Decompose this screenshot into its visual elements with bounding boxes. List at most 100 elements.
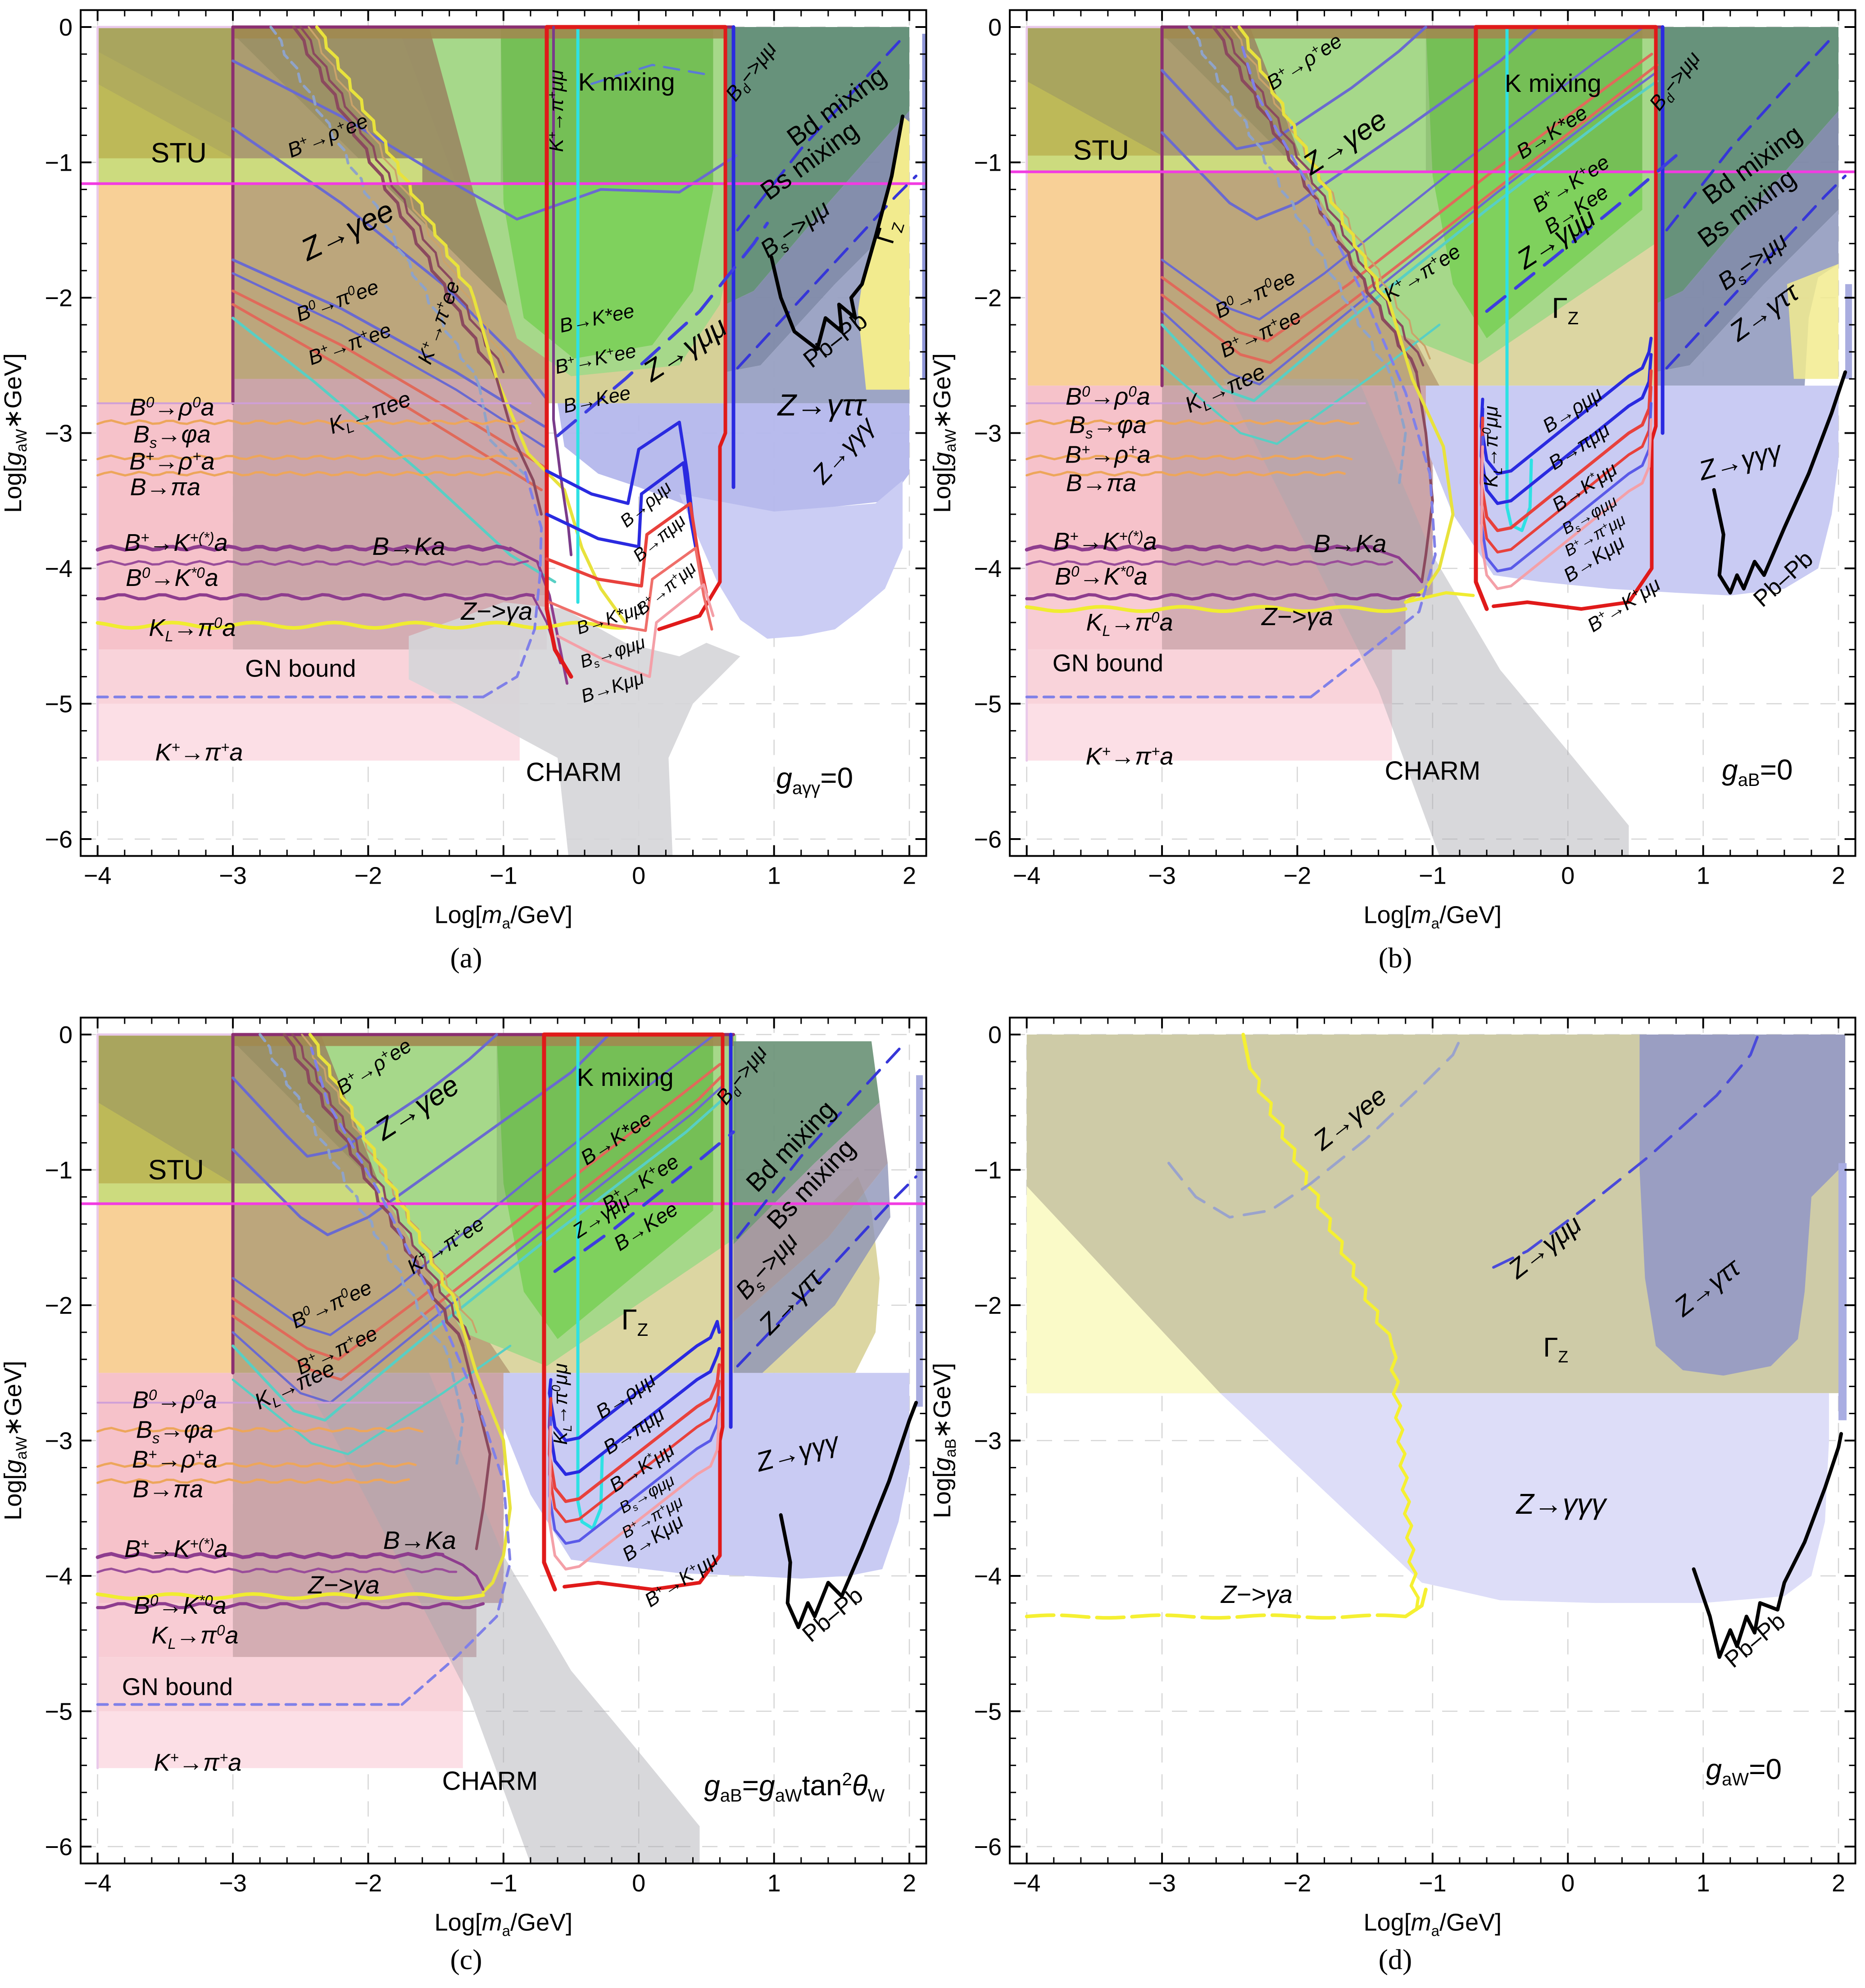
svg-text:STU: STU — [151, 138, 207, 169]
svg-text:−4: −4 — [84, 862, 112, 890]
svg-text:gaW​=0: gaW​=0 — [1706, 1753, 1782, 1789]
svg-text:B+​→K+(*)​a: B+​→K+(*)​a — [124, 1535, 227, 1562]
svg-text:−5: −5 — [974, 1698, 1002, 1725]
svg-text:−1: −1 — [974, 1157, 1002, 1184]
svg-text:−3: −3 — [45, 1428, 73, 1455]
svg-text:−5: −5 — [974, 691, 1002, 718]
svg-text:0: 0 — [59, 14, 73, 41]
svg-text:B→πa: B→πa — [130, 474, 200, 501]
svg-text:GN bound: GN bound — [245, 655, 356, 682]
svg-text:B0​→ρ0​a: B0​→ρ0​a — [1066, 383, 1150, 410]
svg-text:0: 0 — [1561, 862, 1575, 890]
svg-text:−3: −3 — [974, 420, 1002, 447]
svg-text:B0​→K*0​a: B0​→K*0​a — [1055, 563, 1148, 590]
svg-text:GN bound: GN bound — [1053, 649, 1163, 676]
svg-text:−1: −1 — [45, 150, 73, 177]
svg-text:KL​→π0​a: KL​→π0​a — [1086, 609, 1173, 639]
svg-text:−4: −4 — [1013, 1870, 1041, 1897]
svg-text:−3: −3 — [1148, 862, 1176, 890]
svg-text:−3: −3 — [974, 1428, 1002, 1455]
svg-text:1: 1 — [1697, 862, 1710, 890]
svg-text:K+​→π+​a: K+​→π+​a — [1086, 743, 1174, 770]
svg-text:−6: −6 — [974, 826, 1002, 853]
svg-text:KL​→π0​μμ: KL​→π0​μμ — [1480, 406, 1505, 487]
svg-text:−1: −1 — [490, 862, 517, 890]
svg-text:−2: −2 — [1284, 862, 1311, 890]
svg-text:0: 0 — [632, 862, 645, 890]
svg-text:−3: −3 — [219, 862, 247, 890]
svg-text:K+​→π+​a: K+​→π+​a — [154, 1749, 242, 1776]
svg-text:1: 1 — [767, 1870, 781, 1897]
svg-text:−5: −5 — [45, 1698, 73, 1725]
svg-text:−2: −2 — [1284, 1870, 1311, 1897]
svg-text:−3: −3 — [1148, 1870, 1176, 1897]
svg-text:Z−>γa: Z−>γa — [1220, 1580, 1293, 1608]
svg-text:1: 1 — [1697, 1870, 1710, 1897]
svg-text:2: 2 — [1832, 862, 1845, 890]
svg-text:K mixing: K mixing — [577, 1063, 674, 1091]
svg-text:Bs​→φa: Bs​→φa — [1069, 412, 1147, 442]
svg-text:−1: −1 — [1419, 1870, 1447, 1897]
svg-text:−6: −6 — [974, 1834, 1002, 1861]
svg-text:K mixing: K mixing — [1505, 69, 1602, 97]
svg-text:2: 2 — [1832, 1870, 1845, 1897]
svg-text:−4: −4 — [974, 1563, 1002, 1590]
svg-text:−3: −3 — [45, 420, 73, 447]
svg-text:−2: −2 — [974, 285, 1002, 312]
svg-text:−4: −4 — [45, 1563, 73, 1590]
svg-text:B→Ka: B→Ka — [1314, 529, 1387, 558]
svg-text:STU: STU — [148, 1155, 204, 1186]
svg-text:−4: −4 — [1013, 862, 1041, 890]
svg-text:(d): (d) — [1379, 1943, 1412, 1975]
svg-text:CHARM: CHARM — [442, 1766, 538, 1796]
svg-text:Bs​→φa: Bs​→φa — [136, 1416, 213, 1447]
svg-text:−2: −2 — [45, 285, 73, 312]
svg-text:2: 2 — [903, 1870, 916, 1897]
svg-text:K+​→π+​a: K+​→π+​a — [155, 739, 243, 766]
svg-text:Z−>γa: Z−>γa — [460, 597, 533, 625]
svg-text:−6: −6 — [45, 1834, 73, 1861]
svg-text:(c): (c) — [450, 1943, 482, 1975]
svg-text:B0​→ρ0​a: B0​→ρ0​a — [130, 394, 214, 421]
svg-text:B+​→ρ+​a: B+​→ρ+​a — [129, 448, 215, 475]
svg-text:B+​→ρ+​a: B+​→ρ+​a — [1065, 441, 1151, 468]
svg-text:0: 0 — [1561, 1870, 1575, 1897]
svg-text:Log[gaW∗GeV]: Log[gaW∗GeV] — [0, 353, 30, 513]
svg-text:0: 0 — [59, 1021, 73, 1048]
svg-text:CHARM: CHARM — [526, 758, 622, 787]
svg-text:CHARM: CHARM — [1385, 756, 1481, 785]
svg-text:Z→γττ: Z→γττ — [777, 388, 867, 422]
svg-text:B→πa: B→πa — [133, 1476, 203, 1503]
svg-text:K+​→π+​μμ: K+​→π+​μμ — [545, 70, 567, 152]
svg-text:B0​→K*0​a: B0​→K*0​a — [126, 564, 218, 591]
svg-text:B0​→ρ0​a: B0​→ρ0​a — [132, 1386, 217, 1413]
svg-text:Z−>γa: Z−>γa — [307, 1570, 380, 1599]
svg-text:B0​→K*0​a: B0​→K*0​a — [134, 1592, 227, 1619]
svg-text:B→Ka: B→Ka — [383, 1526, 456, 1554]
svg-text:−1: −1 — [490, 1870, 517, 1897]
svg-text:−2: −2 — [354, 1870, 382, 1897]
svg-text:STU: STU — [1073, 135, 1129, 166]
svg-text:0: 0 — [988, 14, 1002, 41]
svg-text:−4: −4 — [45, 555, 73, 582]
svg-text:−1: −1 — [1419, 862, 1447, 890]
svg-text:Bs​→φa: Bs​→φa — [133, 421, 211, 451]
svg-text:−4: −4 — [974, 555, 1002, 582]
svg-text:Z→γγγ: Z→γγγ — [1516, 1488, 1608, 1520]
svg-text:(b): (b) — [1379, 942, 1412, 974]
svg-text:K mixing: K mixing — [578, 68, 675, 96]
svg-text:0: 0 — [632, 1870, 645, 1897]
svg-text:−2: −2 — [354, 862, 382, 890]
svg-text:B→πa: B→πa — [1066, 470, 1136, 497]
svg-text:1: 1 — [767, 862, 781, 890]
svg-text:GN bound: GN bound — [122, 1673, 233, 1700]
svg-text:B→Ka: B→Ka — [372, 532, 445, 560]
svg-text:0: 0 — [988, 1021, 1002, 1048]
svg-text:−1: −1 — [974, 150, 1002, 177]
svg-text:−2: −2 — [974, 1292, 1002, 1319]
svg-text:2: 2 — [903, 862, 916, 890]
svg-text:−5: −5 — [45, 691, 73, 718]
svg-text:−6: −6 — [45, 826, 73, 853]
svg-text:−3: −3 — [219, 1870, 247, 1897]
svg-text:KL​→π0​a: KL​→π0​a — [149, 614, 236, 645]
